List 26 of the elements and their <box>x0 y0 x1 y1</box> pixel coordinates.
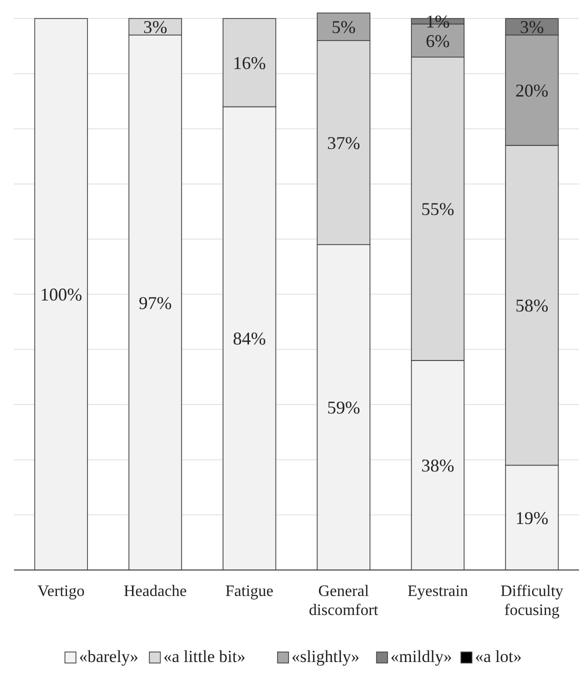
data-label: 58% <box>515 296 548 316</box>
data-label: 59% <box>327 398 360 418</box>
data-label: 3% <box>520 17 544 38</box>
x-tick-label: Headache <box>124 583 187 600</box>
data-label: 100% <box>40 284 82 305</box>
x-tick-label: Difficulty focusing <box>500 583 564 619</box>
data-label: 84% <box>232 328 266 349</box>
legend-label: «mildly» <box>390 647 452 666</box>
data-label: 37% <box>327 132 360 153</box>
data-label: 5% <box>332 17 356 38</box>
x-tick-label: General discomfort <box>308 583 379 619</box>
data-label: 38% <box>421 456 454 476</box>
legend-label: «a lot» <box>474 647 522 666</box>
x-tick-label: Vertigo <box>38 583 85 600</box>
data-label: 19% <box>515 508 548 528</box>
data-label: 97% <box>138 292 172 313</box>
data-label: 55% <box>421 199 454 220</box>
legend-label: «barely» <box>78 647 138 666</box>
data-label: 16% <box>232 52 266 73</box>
legend-label: «a little bit» <box>163 647 246 666</box>
data-label: 6% <box>426 30 450 51</box>
x-tick-label: Fatigue <box>225 583 274 600</box>
data-label: 20% <box>515 80 548 101</box>
legend-label: «slightly» <box>292 647 360 666</box>
data-label: 3% <box>143 17 168 38</box>
x-tick-label: Eyestrain <box>408 583 468 600</box>
